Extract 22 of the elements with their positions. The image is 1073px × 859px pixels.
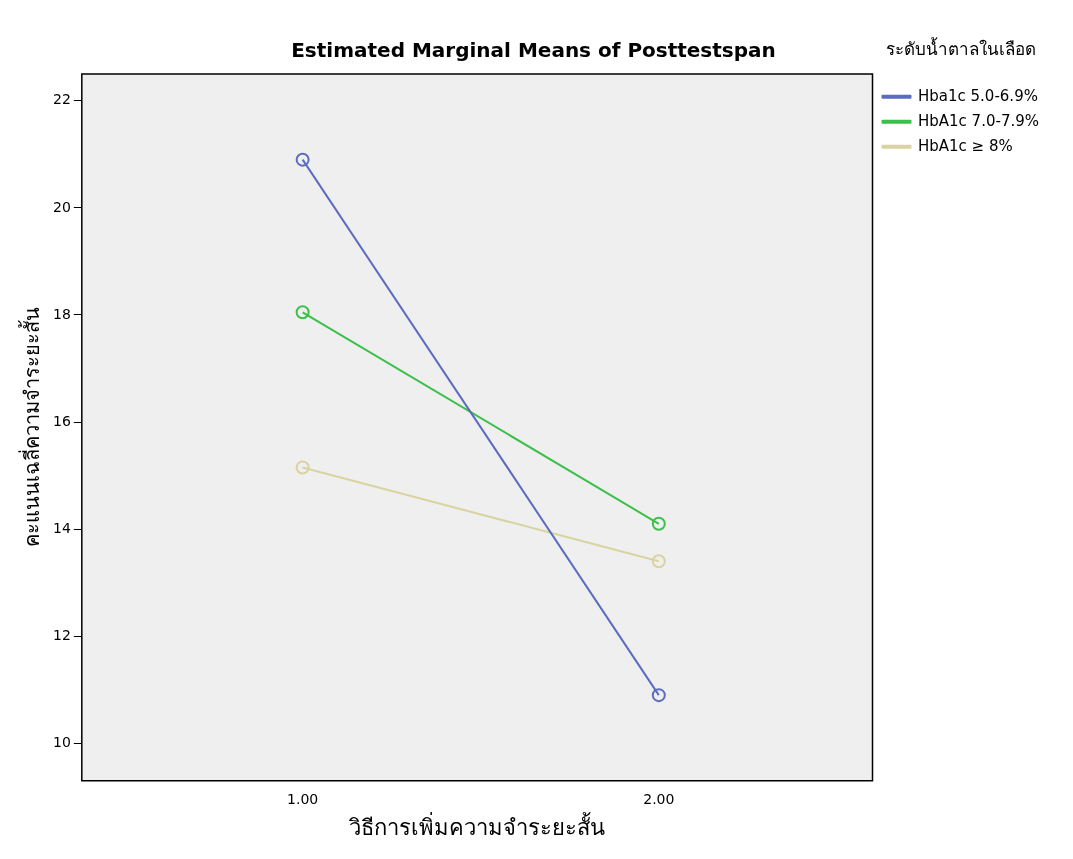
y-tick-label: 18 [52,305,71,322]
y-tick-label: 22 [52,91,71,108]
y-tick-label: 10 [52,733,71,750]
y-tick-label: 12 [52,626,71,643]
point [295,460,310,475]
point [651,516,666,531]
legend-label: HbA1c 7.0-7.9% [918,111,1039,130]
legend-label: HbA1c ≥ 8% [918,136,1013,155]
x-tick-label: 2.00 [643,790,675,807]
point [295,152,310,167]
legend-title: ระดับน้ำตาลในเลือด [885,36,1036,59]
y-tick-label: 14 [52,519,71,536]
x-axis-title: วิธีการเพิ่มความจำระยะสั้น [348,811,606,840]
point [651,688,666,703]
y-tick-label: 20 [52,198,71,215]
point [651,554,666,569]
legend-label: Hba1c 5.0-6.9% [918,86,1038,105]
x-tick-label: 1.00 [287,790,319,807]
point [295,305,310,320]
y-tick-label: 16 [52,412,71,429]
chart-title: Estimated Marginal Means of Posttestspan [291,38,776,63]
y-axis-title: คะแนนเฉลี่ความจำระยะสั้น [18,307,45,548]
